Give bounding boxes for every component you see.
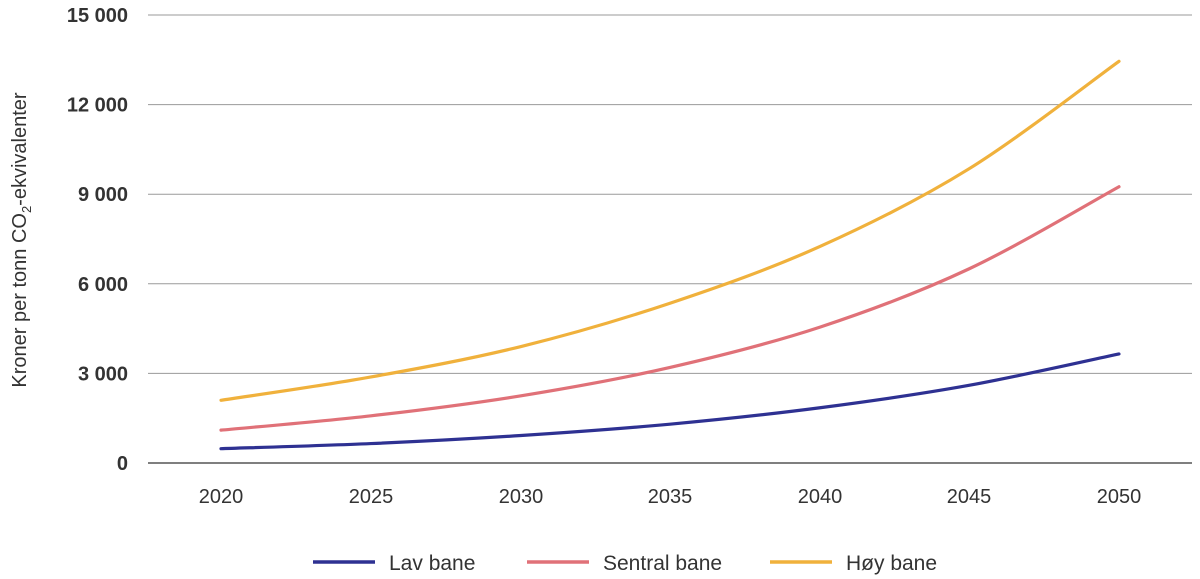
x-tick-label: 2025 bbox=[349, 486, 394, 508]
series-line-hoy-bane bbox=[219, 59, 1121, 402]
x-tick-label: 2035 bbox=[648, 486, 693, 508]
y-tick-label: 15 000 bbox=[67, 5, 128, 27]
legend-label-hoy-bane: Høy bane bbox=[846, 552, 937, 575]
gridlines bbox=[148, 14, 1192, 464]
y-tick-label: 9 000 bbox=[78, 184, 128, 206]
x-tick-labels: 2020 2025 2030 2035 2040 2045 2050 bbox=[199, 486, 1142, 508]
series-lines bbox=[219, 59, 1121, 451]
x-tick-label: 2040 bbox=[798, 486, 843, 508]
legend-label-lav-bane: Lav bane bbox=[389, 552, 475, 575]
y-tick-label: 6 000 bbox=[78, 274, 128, 296]
x-tick-label: 2030 bbox=[499, 486, 544, 508]
series-line-lav-bane bbox=[219, 352, 1121, 451]
legend-label-sentral-bane: Sentral bane bbox=[603, 552, 722, 575]
legend: Lav bane Sentral bane Høy bane bbox=[313, 552, 937, 575]
y-tick-label: 3 000 bbox=[78, 363, 128, 385]
x-tick-label: 2050 bbox=[1097, 486, 1142, 508]
y-tick-labels: 0 3 000 6 000 9 000 12 000 15 000 bbox=[67, 5, 128, 475]
y-tick-label: 0 bbox=[117, 453, 128, 475]
y-axis-label: Kroner per tonn CO2-ekvivalenter bbox=[9, 92, 34, 387]
series-line-sentral-bane bbox=[219, 185, 1121, 432]
y-tick-label: 12 000 bbox=[67, 95, 128, 117]
x-tick-label: 2020 bbox=[199, 486, 244, 508]
x-tick-label: 2045 bbox=[947, 486, 992, 508]
